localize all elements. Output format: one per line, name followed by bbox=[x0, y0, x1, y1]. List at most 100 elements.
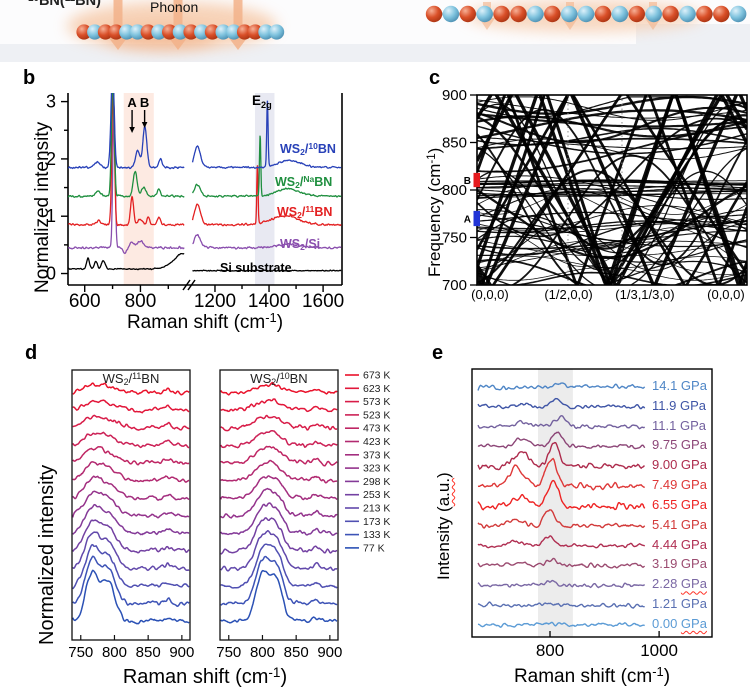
svg-text:700: 700 bbox=[442, 277, 467, 294]
nitrogen-atom bbox=[87, 24, 103, 40]
svg-text:850: 850 bbox=[136, 644, 161, 661]
svg-text:800: 800 bbox=[442, 182, 467, 199]
pressure-spectra-chart: 800 1000 bbox=[471, 368, 713, 660]
boron-atom bbox=[108, 24, 124, 40]
pressure-label-9: 3.19 GPa bbox=[652, 556, 707, 572]
svg-text:298 K: 298 K bbox=[363, 476, 390, 488]
boron-atom bbox=[247, 24, 263, 40]
boron-atom bbox=[628, 5, 645, 23]
panel-c: c Frequency (cm-1) 700 750 800 850 900 (0,0,0… bbox=[415, 65, 750, 315]
atom-chain bbox=[76, 24, 285, 40]
curve-label-3: WS2/Si bbox=[280, 237, 321, 253]
nitrogen-atom bbox=[215, 24, 231, 40]
nitrogen-atom bbox=[119, 24, 135, 40]
curve-label-2: WS2/11BN bbox=[277, 204, 333, 221]
boron-atom bbox=[459, 5, 476, 23]
svg-text:473 K: 473 K bbox=[363, 423, 390, 435]
svg-text:800: 800 bbox=[250, 644, 275, 661]
svg-text:1200: 1200 bbox=[194, 291, 236, 312]
pressure-label-7: 5.41 GPa bbox=[652, 516, 707, 532]
svg-text:423 K: 423 K bbox=[363, 436, 390, 448]
boron-atom bbox=[510, 5, 527, 23]
nitrogen-atom bbox=[577, 5, 595, 23]
pressure-curve-3 bbox=[477, 431, 646, 450]
tick-labels: 700 750 800 850 900 (0,0,0) (1/2,0,0) (1/3,1/3,… bbox=[442, 87, 745, 302]
svg-text:323 K: 323 K bbox=[363, 463, 390, 475]
svg-text:133 K: 133 K bbox=[363, 529, 390, 541]
panel-d: d Normalized intensity 750 800 850 900 750 80… bbox=[20, 340, 420, 700]
nitrogen-atom bbox=[527, 5, 544, 23]
raman-spectra-chart: 0 1 2 3 600 800 1200 1400 1600 A B bbox=[46, 92, 344, 312]
boron-atom bbox=[204, 24, 220, 40]
svg-text:173 K: 173 K bbox=[363, 516, 390, 528]
pressure-curves bbox=[477, 382, 646, 628]
boron-atom bbox=[544, 5, 561, 23]
pressure-label-10: 2.28 GPa bbox=[652, 576, 707, 592]
pressure-label-6: 6.55 GPa bbox=[652, 496, 707, 512]
nitrogen-atom bbox=[442, 5, 460, 23]
e2g-annotation: E2g bbox=[252, 93, 272, 110]
svg-text:A: A bbox=[127, 95, 137, 110]
dispersion-branches bbox=[477, 95, 747, 285]
boron-atom bbox=[493, 5, 510, 23]
subpanel-ticks-0 bbox=[80, 635, 183, 640]
atom-chain bbox=[425, 5, 747, 23]
svg-text:750: 750 bbox=[68, 644, 93, 661]
pressure-label-12: 0.00 GPa bbox=[652, 615, 707, 631]
panel-b-label: b bbox=[23, 67, 36, 89]
pressure-curve-8 bbox=[477, 535, 646, 549]
svg-text:900: 900 bbox=[442, 87, 467, 104]
pressure-label-2: 11.1 GPa bbox=[652, 417, 706, 433]
svg-text:(0,0,0): (0,0,0) bbox=[707, 287, 745, 302]
subpanel-tick-labels-1: 750 800 850 900 bbox=[216, 644, 342, 661]
panel-e-xlabel: Raman shift (cm-1) bbox=[513, 664, 671, 687]
panel-c-label: c bbox=[429, 67, 441, 89]
boron-atom bbox=[236, 24, 253, 40]
svg-text:1600: 1600 bbox=[302, 291, 344, 312]
nitrogen-atom bbox=[730, 5, 747, 23]
svg-text:A: A bbox=[464, 215, 471, 226]
nitrogen-atom bbox=[611, 5, 629, 23]
boron-atom bbox=[696, 5, 713, 23]
boron-atom bbox=[594, 5, 612, 23]
pressure-curve-11 bbox=[477, 601, 645, 609]
zone-boundary-lines bbox=[567, 95, 623, 285]
pressure-curve-9 bbox=[477, 557, 646, 569]
pressure-label-4: 9.00 GPa bbox=[652, 457, 707, 473]
atom-chain-illustration bbox=[0, 0, 750, 62]
phonon-dispersion-chart: 700 750 800 850 900 (0,0,0) (1/2,0,0) (1/3,1/3,… bbox=[442, 87, 748, 302]
nitrogen-atom bbox=[645, 5, 662, 23]
spectrum-series-3 bbox=[68, 105, 342, 255]
boron-atom bbox=[162, 24, 178, 40]
svg-text:(0,0,0): (0,0,0) bbox=[471, 287, 509, 302]
spectrum-series-1 bbox=[68, 93, 342, 198]
pressure-curve-1 bbox=[477, 397, 646, 410]
svg-text:1000: 1000 bbox=[640, 641, 678, 660]
subpanel-ticks-1 bbox=[228, 635, 331, 640]
svg-text:573 K: 573 K bbox=[363, 396, 390, 408]
svg-text:623 K: 623 K bbox=[363, 383, 390, 395]
svg-text:(1/3,1/3,0): (1/3,1/3,0) bbox=[615, 287, 674, 302]
subpanel-curves-0 bbox=[72, 382, 190, 625]
nitrogen-atom bbox=[561, 5, 578, 23]
svg-text:253 K: 253 K bbox=[363, 489, 390, 501]
svg-text:1400: 1400 bbox=[248, 291, 290, 312]
panel-d-label: d bbox=[25, 342, 38, 364]
panel-d-xlabel: Raman shift (cm-1) bbox=[122, 664, 288, 688]
subpanel-title-ws2-11bn: WS2/11BN bbox=[102, 371, 160, 388]
svg-text:213 K: 213 K bbox=[363, 503, 390, 515]
spectrum-series-0 bbox=[68, 93, 342, 170]
phonon-label: Phonon bbox=[150, 0, 199, 15]
svg-text:900: 900 bbox=[317, 644, 342, 661]
nitrogen-atom bbox=[258, 24, 274, 40]
subpanel-title-ws2-10bn: WS2/10BN bbox=[250, 371, 308, 388]
panel-b-xlabel: Raman shift (cm-1) bbox=[126, 310, 284, 333]
boron-atom bbox=[662, 5, 679, 23]
pressure-curve-5 bbox=[477, 457, 645, 491]
svg-text:850: 850 bbox=[284, 644, 309, 661]
curve-label-4: Si substrate bbox=[220, 261, 292, 275]
nitrogen-atom bbox=[172, 24, 188, 40]
